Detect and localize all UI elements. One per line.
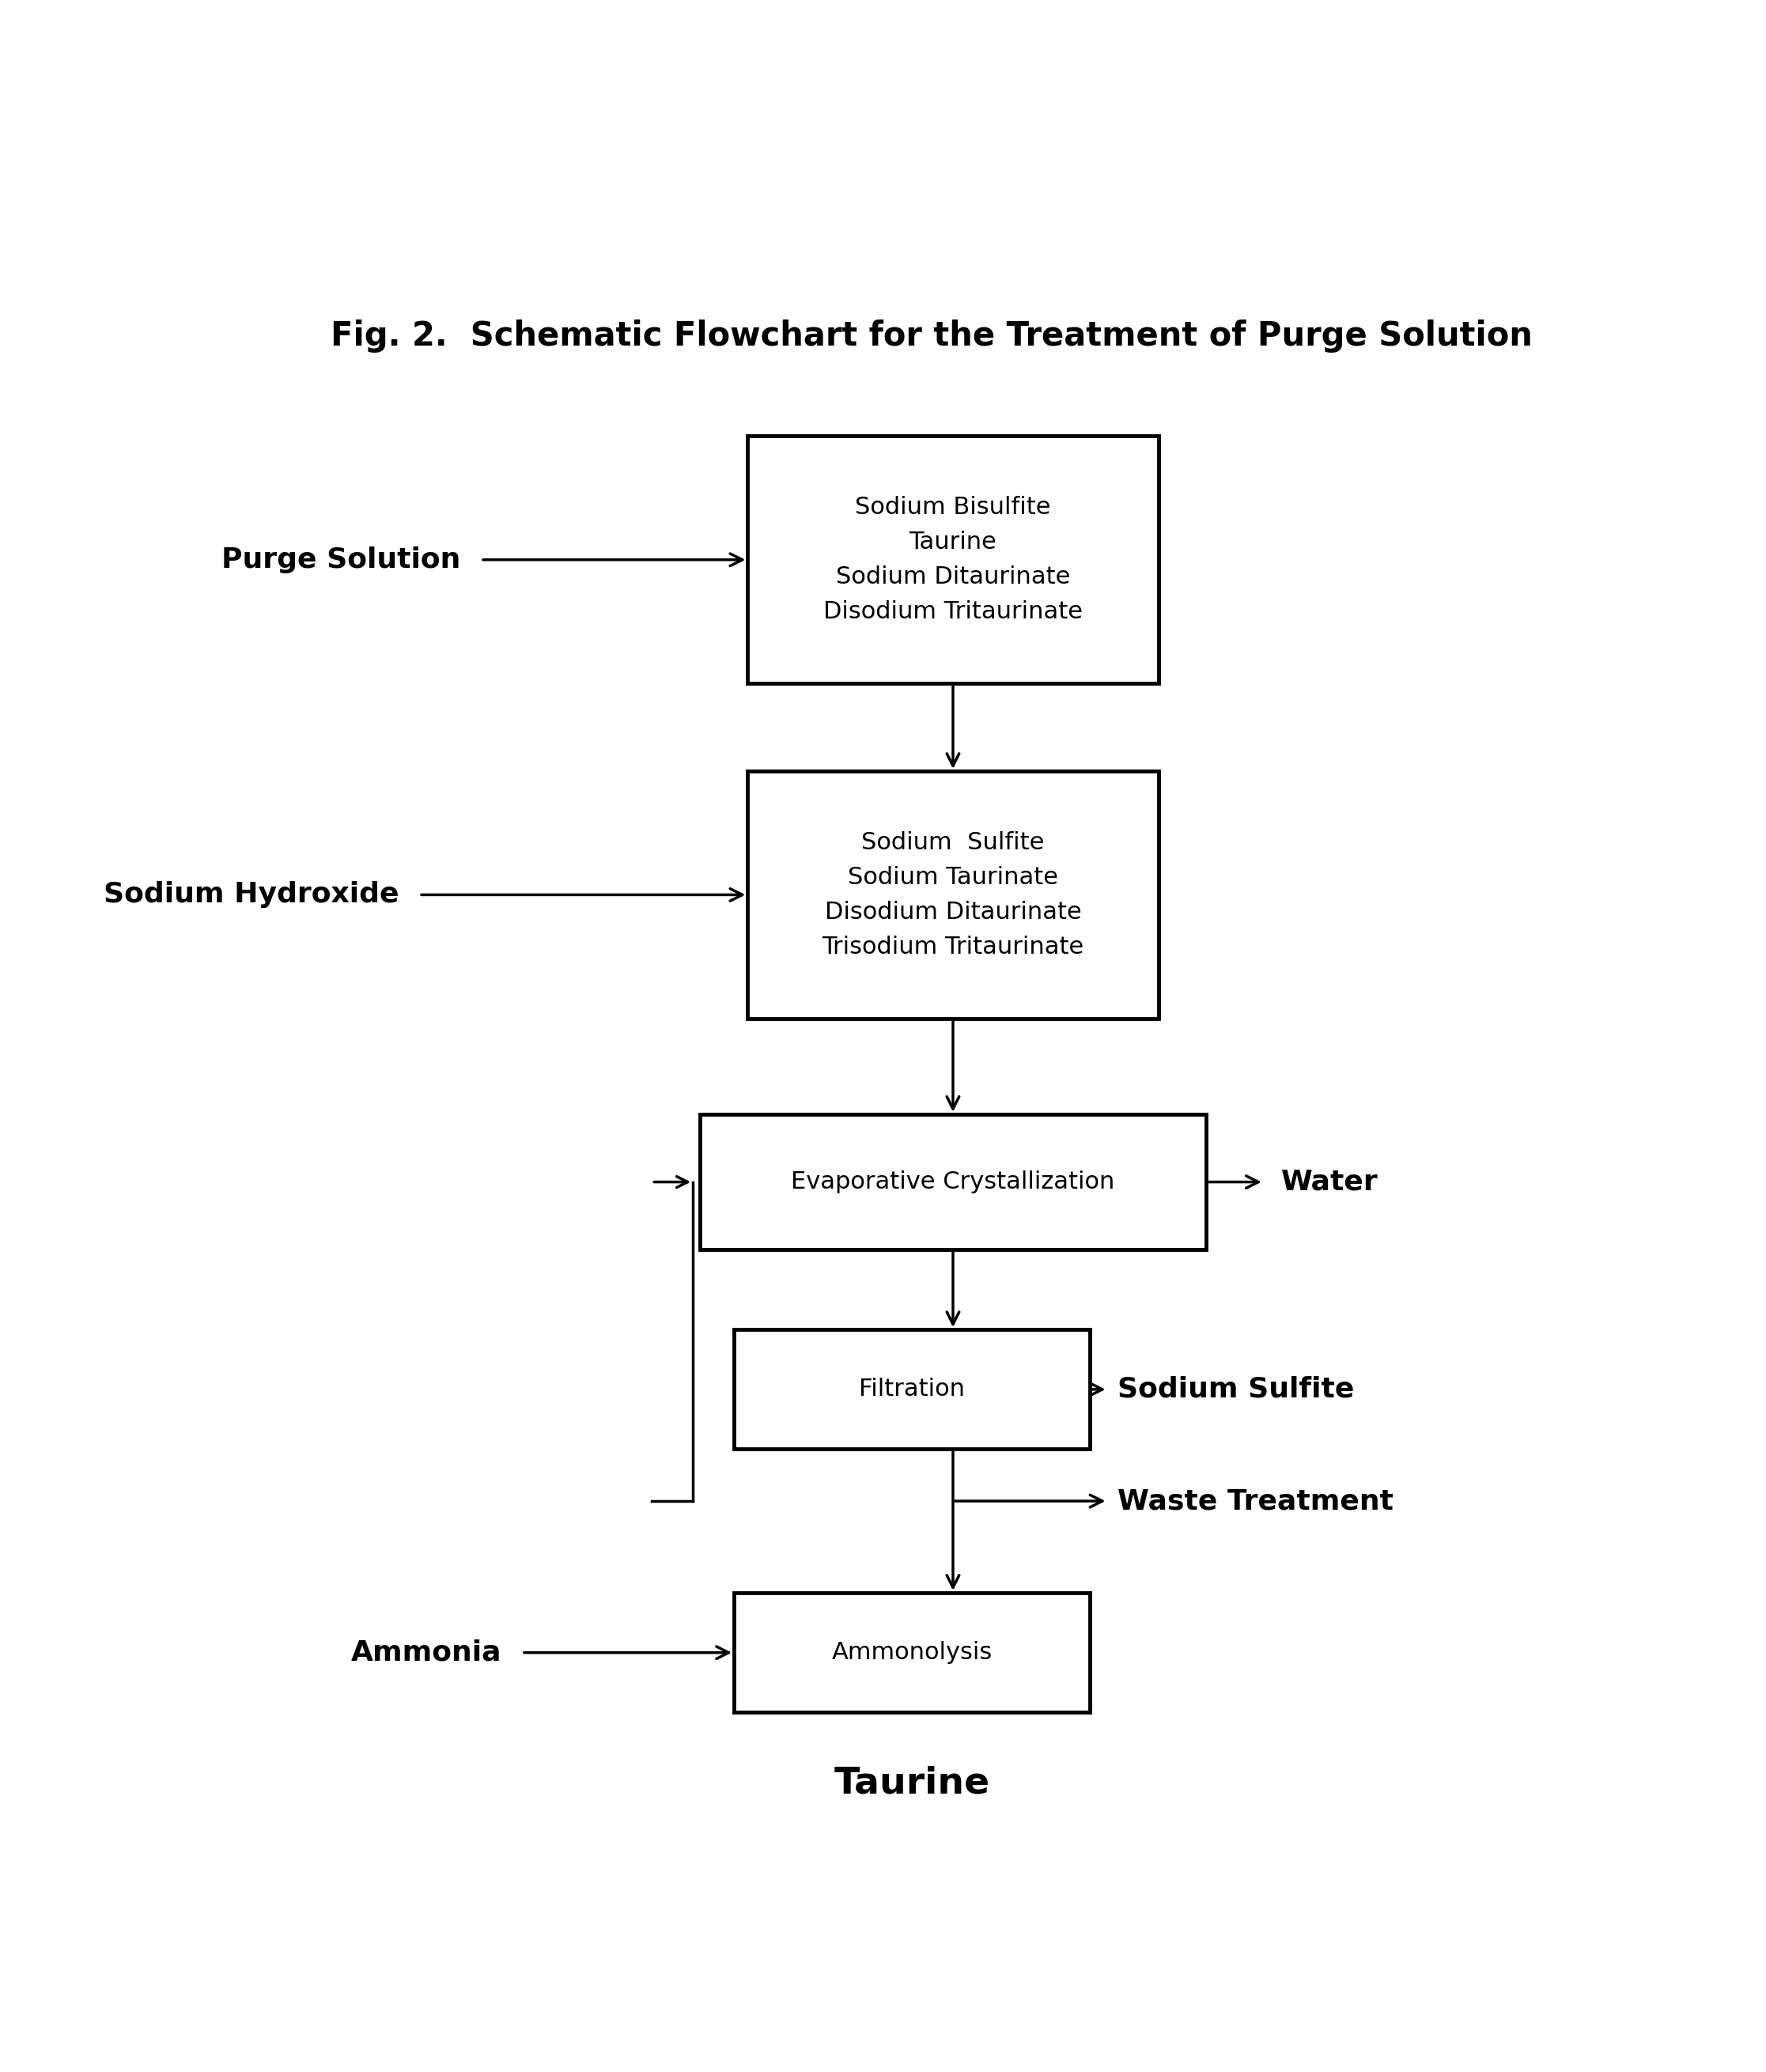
Text: Filtration: Filtration — [858, 1378, 964, 1401]
Text: Sodium  Sulfite
Sodium Taurinate
Disodium Ditaurinate
Trisodium Tritaurinate: Sodium Sulfite Sodium Taurinate Disodium… — [821, 831, 1084, 959]
Bar — [735, 1330, 1090, 1448]
Text: Waste Treatment: Waste Treatment — [1118, 1488, 1393, 1515]
Bar — [699, 1115, 1206, 1249]
Text: Fig. 2.  Schematic Flowchart for the Treatment of Purge Solution: Fig. 2. Schematic Flowchart for the Trea… — [330, 319, 1533, 352]
Bar — [747, 771, 1158, 1019]
Text: Taurine: Taurine — [834, 1765, 991, 1801]
Text: Sodium Bisulfite
Taurine
Sodium Ditaurinate
Disodium Tritaurinate: Sodium Bisulfite Taurine Sodium Ditaurin… — [823, 495, 1083, 624]
Text: Evaporative Crystallization: Evaporative Crystallization — [791, 1171, 1114, 1193]
Text: Water: Water — [1282, 1169, 1379, 1196]
Text: Ammonolysis: Ammonolysis — [832, 1641, 992, 1664]
Text: Sodium Sulfite: Sodium Sulfite — [1118, 1376, 1355, 1403]
Text: Sodium Hydroxide: Sodium Hydroxide — [102, 881, 399, 908]
Text: Purge Solution: Purge Solution — [221, 547, 461, 574]
Bar — [735, 1593, 1090, 1711]
Text: Ammonia: Ammonia — [351, 1639, 502, 1666]
Bar — [747, 435, 1158, 684]
